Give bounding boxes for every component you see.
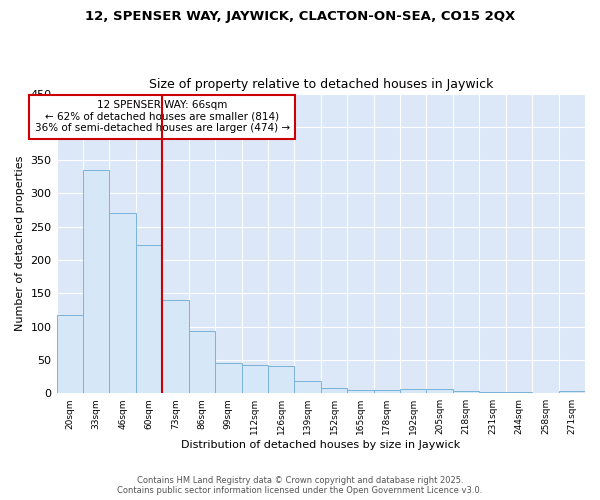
Bar [188,332,215,393]
Bar [506,392,532,393]
Bar [56,316,83,393]
Bar [479,392,506,393]
Bar [83,170,109,393]
Bar [215,363,242,393]
Bar [242,364,268,393]
Bar [347,390,374,393]
Text: 12 SPENSER WAY: 66sqm
← 62% of detached houses are smaller (814)
36% of semi-det: 12 SPENSER WAY: 66sqm ← 62% of detached … [35,100,290,134]
Text: 12, SPENSER WAY, JAYWICK, CLACTON-ON-SEA, CO15 2QX: 12, SPENSER WAY, JAYWICK, CLACTON-ON-SEA… [85,10,515,23]
Bar [374,390,400,393]
Bar [559,391,585,393]
X-axis label: Distribution of detached houses by size in Jaywick: Distribution of detached houses by size … [181,440,460,450]
Bar [268,366,295,393]
Bar [321,388,347,393]
Bar [136,244,162,393]
Bar [400,389,427,393]
Bar [162,300,188,393]
Bar [453,391,479,393]
Bar [295,381,321,393]
Bar [109,214,136,393]
Text: Contains HM Land Registry data © Crown copyright and database right 2025.
Contai: Contains HM Land Registry data © Crown c… [118,476,482,495]
Y-axis label: Number of detached properties: Number of detached properties [15,156,25,331]
Title: Size of property relative to detached houses in Jaywick: Size of property relative to detached ho… [149,78,493,91]
Bar [427,389,453,393]
